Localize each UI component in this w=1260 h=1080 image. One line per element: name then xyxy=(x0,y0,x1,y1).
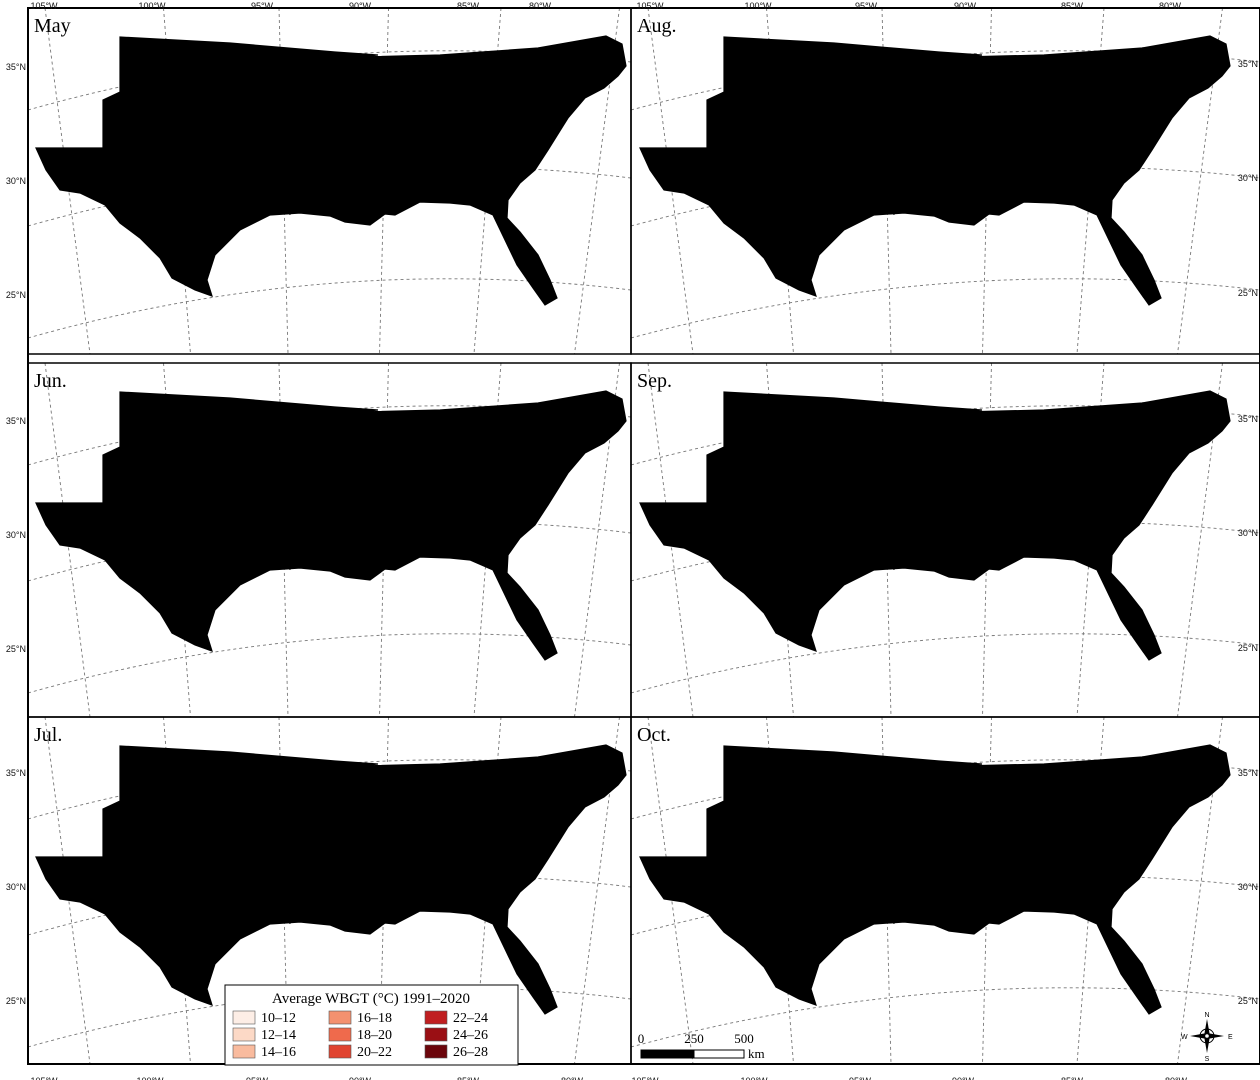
lon-tick-label: 105°W xyxy=(636,1,664,11)
lon-tick-label: 105°W xyxy=(30,1,58,11)
lat-tick-label: 35°N xyxy=(6,416,26,426)
legend-swatch xyxy=(328,1044,352,1059)
lat-tick-label: 30°N xyxy=(6,176,26,186)
scale-segment-white xyxy=(693,1049,745,1059)
lon-tick-label: 90°W xyxy=(349,1076,372,1080)
legend-swatch xyxy=(424,1027,448,1042)
legend-label: 20–22 xyxy=(357,1045,392,1060)
panel-jul: Jul. xyxy=(28,717,631,1064)
legend-swatch xyxy=(328,1010,352,1025)
legend-label: 18–20 xyxy=(357,1028,392,1043)
land-fill xyxy=(639,35,1231,306)
legend-label: 16–18 xyxy=(357,1011,392,1026)
panel-may: May xyxy=(28,8,631,354)
legend-swatch xyxy=(424,1044,448,1059)
figure-frame xyxy=(27,7,1260,1065)
legend-swatch xyxy=(232,1044,256,1059)
lon-tick-label: 100°W xyxy=(136,1076,164,1080)
lon-tick-label: 85°W xyxy=(1061,1076,1084,1080)
panel-frames xyxy=(27,7,1260,1065)
lon-tick-label: 90°W xyxy=(954,1,977,11)
panel-jun: Jun. xyxy=(28,363,631,717)
panel-aug: Aug. xyxy=(631,8,1260,354)
legend-label: 10–12 xyxy=(261,1011,296,1026)
lon-tick-label: 80°W xyxy=(561,1076,584,1080)
scale-unit: km xyxy=(748,1046,765,1061)
legend-label: 26–28 xyxy=(453,1045,488,1060)
legend: Average WBGT (°C) 1991–2020 10–12 12–14 14… xyxy=(224,984,519,1066)
land-fill xyxy=(35,35,627,306)
lat-tick-label: 35°N xyxy=(1238,414,1258,424)
axis-tick-labels: 105°W 100°W 95°W 90°W 85°W 80°W 105°W 100°W 95°W… xyxy=(6,1,1258,1080)
lat-tick-label: 25°N xyxy=(6,644,26,654)
lat-tick-label: 25°N xyxy=(1238,996,1258,1006)
panel-sep: Sep. xyxy=(631,363,1260,717)
lon-tick-label: 90°W xyxy=(952,1076,975,1080)
panel-label: May xyxy=(34,15,71,37)
scale-tick-250: 250 xyxy=(684,1031,704,1046)
lat-tick-label: 30°N xyxy=(6,530,26,540)
lat-tick-label: 30°N xyxy=(1238,528,1258,538)
lon-tick-label: 105°W xyxy=(631,1076,659,1080)
lon-tick-label: 100°W xyxy=(740,1076,768,1080)
compass-rose-icon: N S E W xyxy=(1181,1012,1233,1063)
legend-swatch xyxy=(232,1027,256,1042)
lat-tick-label: 30°N xyxy=(1238,882,1258,892)
compass-w: W xyxy=(1181,1034,1188,1041)
lon-tick-label: 80°W xyxy=(1159,1,1182,11)
lon-tick-label: 100°W xyxy=(744,1,772,11)
compass-n: N xyxy=(1204,1012,1209,1019)
lat-tick-label: 35°N xyxy=(6,62,26,72)
lat-tick-label: 25°N xyxy=(1238,643,1258,653)
lon-tick-label: 95°W xyxy=(855,1,878,11)
lat-tick-label: 30°N xyxy=(1238,173,1258,183)
panel-oct: Oct. xyxy=(631,717,1260,1064)
lon-tick-label: 80°W xyxy=(1165,1076,1188,1080)
lat-tick-label: 25°N xyxy=(1238,288,1258,298)
lon-tick-label: 95°W xyxy=(849,1076,872,1080)
scale-tick-0: 0 xyxy=(638,1031,645,1046)
panel-label: Jun. xyxy=(34,370,67,392)
scale-bar: 0 250 500 km xyxy=(638,1031,765,1061)
lon-tick-label: 95°W xyxy=(246,1076,269,1080)
lon-tick-label: 80°W xyxy=(529,1,552,11)
panel-label: Sep. xyxy=(637,370,672,392)
lat-tick-label: 30°N xyxy=(6,882,26,892)
panel-label: Oct. xyxy=(637,724,671,746)
land-fill xyxy=(35,390,627,661)
legend-label: 24–26 xyxy=(453,1028,488,1043)
scale-segment-black xyxy=(640,1049,695,1059)
lat-tick-label: 35°N xyxy=(6,768,26,778)
scale-tick-500: 500 xyxy=(734,1031,754,1046)
lon-tick-label: 105°W xyxy=(30,1076,58,1080)
lon-tick-label: 85°W xyxy=(457,1,480,11)
panel-label: Aug. xyxy=(637,15,676,37)
legend-swatch xyxy=(232,1010,256,1025)
legend-title: Average WBGT (°C) 1991–2020 xyxy=(272,991,470,1007)
lon-tick-label: 100°W xyxy=(138,1,166,11)
compass-s: S xyxy=(1205,1056,1210,1063)
land-fill xyxy=(639,390,1231,661)
compass-e: E xyxy=(1228,1034,1233,1041)
legend-label: 12–14 xyxy=(261,1028,296,1043)
lon-tick-label: 85°W xyxy=(457,1076,480,1080)
lat-tick-label: 35°N xyxy=(1238,59,1258,69)
legend-swatch xyxy=(424,1010,448,1025)
lon-tick-label: 90°W xyxy=(349,1,372,11)
land-fill xyxy=(639,744,1231,1015)
land-fill xyxy=(35,744,627,1015)
lat-tick-label: 35°N xyxy=(1238,768,1258,778)
legend-label: 14–16 xyxy=(261,1045,296,1060)
lat-tick-label: 25°N xyxy=(6,290,26,300)
lon-tick-label: 85°W xyxy=(1061,1,1084,11)
legend-swatch xyxy=(328,1027,352,1042)
legend-label: 22–24 xyxy=(453,1011,488,1026)
lon-tick-label: 95°W xyxy=(251,1,274,11)
lat-tick-label: 25°N xyxy=(6,996,26,1006)
panel-label: Jul. xyxy=(34,724,62,746)
